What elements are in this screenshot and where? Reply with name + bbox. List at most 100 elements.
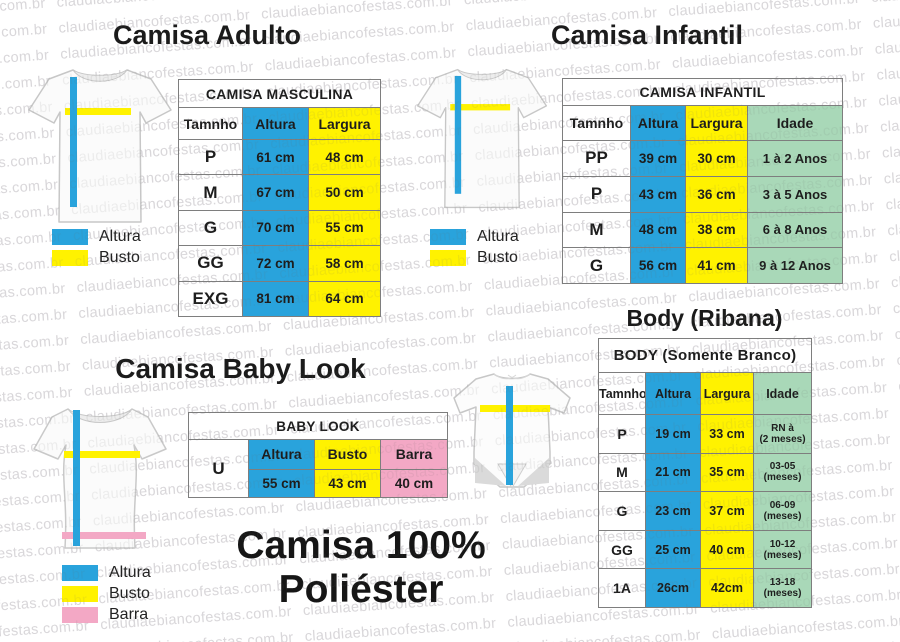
masculina-value-cell: 61 cm [242,138,309,176]
body-value-cell: 10-12 (meses) [752,529,813,570]
legend-item-altura: Altura [52,228,141,245]
body-col-header: Idade [752,372,813,415]
body-value-cell: 42cm [700,568,754,608]
masculina-size-cell: GG [178,245,243,282]
busto-color-swatch [430,249,466,266]
body-value-cell: 37 cm [700,491,754,531]
babylook-value-cell: 40 cm [379,468,449,499]
infantil-section-title: Camisa Infantil [550,20,744,50]
table-row: GG 25 cm 40 cm 10-12 (meses) [598,529,813,570]
babylook-legend: Altura Busto Barra [62,564,151,627]
legend-label: Busto [109,584,150,602]
body-value-cell: 23 cm [645,491,701,531]
body-size-cell: 1A [598,568,646,608]
masculina-size-cell: G [178,209,243,247]
infantil-value-cell: 41 cm [685,247,748,284]
masculina-size-table: CAMISA MASCULINA Tamnho Altura Largura P 61 c… [177,79,382,318]
table-row: M 21 cm 35 cm 03-05 (meses) [598,452,813,493]
body-value-cell: 33 cm [700,414,754,454]
adult-section-title: Camisa Adulto [112,20,302,50]
masculina-size-cell: M [178,174,243,211]
infantil-value-cell: 6 à 8 Anos [746,211,844,249]
masculina-col-header: Altura [242,107,309,140]
infantil-col-header: Tamnho [562,105,631,141]
material-text-line2: Poliéster [278,568,444,611]
legend-label: Barra [109,605,149,623]
masculina-size-cell: EXG [178,280,243,318]
masculina-value-cell: 72 cm [242,245,309,282]
legend-label: Busto [477,248,518,266]
masculina-size-cell: P [178,138,243,176]
legend-label: Altura [99,227,141,245]
masculina-value-cell: 70 cm [242,209,309,247]
table-row: PP 39 cm 30 cm 1 à 2 Anos [562,140,844,177]
altura-color-swatch [430,228,466,245]
body-value-cell: 25 cm [645,529,701,570]
infantil-table-title: CAMISA INFANTIL [561,78,844,106]
babylook-size-table: BABY LOOK U Altura Busto Barra 55 cm 43 … [187,412,449,499]
table-row: EXG 81 cm 64 cm [178,280,382,318]
body-section-title: Body (Ribana) [626,305,783,331]
table-row: GG 72 cm 58 cm [178,245,382,282]
masculina-table-title: CAMISA MASCULINA [177,79,382,108]
babylook-value-cell: 55 cm [248,468,315,499]
legend-label: Altura [109,563,151,581]
body-size-table: BODY (Somente Branco) Tamnho Altura Largura… [597,338,813,608]
infantil-size-cell: PP [562,140,631,177]
infantil-value-cell: 30 cm [685,140,748,177]
material-text-line1: Camisa 100% [236,524,486,567]
infantil-size-table: CAMISA INFANTIL Tamnho Altura Largura Idade P… [561,78,844,284]
masculina-value-cell: 58 cm [307,245,382,282]
body-size-cell: P [598,414,646,454]
altura-color-swatch [62,564,98,581]
body-value-cell: 40 cm [700,529,754,570]
infantil-size-cell: M [562,211,631,249]
legend-label: Altura [477,227,519,245]
infantil-col-header: Altura [630,105,686,141]
infantil-col-header: Idade [746,105,844,141]
legend-item-busto: Busto [430,249,519,266]
altura-line [506,386,513,485]
table-row: G 23 cm 37 cm 06-09 (meses) [598,491,813,531]
infantil-value-cell: 56 cm [630,247,686,284]
infantil-value-cell: 38 cm [685,211,748,249]
body-size-cell: M [598,452,646,493]
legend-item-altura: Altura [430,228,519,245]
largura-line [480,405,550,412]
table-row: M 67 cm 50 cm [178,174,382,211]
body-table-title: BODY (Somente Branco) [597,338,813,373]
adult-shirt-image [28,69,172,223]
busto-color-swatch [52,249,88,266]
babylook-col-header: Barra [379,439,449,470]
body-size-cell: GG [598,529,646,570]
masculina-value-cell: 50 cm [307,174,382,211]
table-row: 55 cm 43 cm 40 cm [189,468,449,499]
legend-item-busto: Busto [52,249,141,266]
masculina-value-cell: 64 cm [307,280,382,318]
barra-line [62,532,146,539]
babylook-value-cell: 43 cm [314,468,381,499]
adult-legend: Altura Busto [52,228,141,270]
altura-color-swatch [52,228,88,245]
body-value-cell: 06-09 (meses) [752,491,813,531]
body-value-cell: 13-18 (meses) [752,568,813,608]
barra-color-swatch [62,606,98,623]
body-col-header: Altura [645,372,701,415]
babylook-col-header: Altura [248,439,315,470]
masculina-col-header: Tamnho [178,107,243,140]
infantil-value-cell: 36 cm [685,175,748,213]
body-value-cell: 03-05 (meses) [752,452,813,493]
babylook-section-title: Camisa Baby Look [115,353,366,384]
busto-color-swatch [62,585,98,602]
table-row: P 19 cm 33 cm RN à (2 meses) [598,414,813,454]
infantil-value-cell: 43 cm [630,175,686,213]
legend-item-altura: Altura [62,564,151,581]
body-value-cell: 26cm [645,568,701,608]
legend-label: Busto [99,248,140,266]
infantil-value-cell: 39 cm [630,140,686,177]
table-row: G 56 cm 41 cm 9 à 12 Anos [562,247,844,284]
infantil-legend: Altura Busto [430,228,519,270]
body-value-cell: RN à (2 meses) [752,414,813,454]
infantil-value-cell: 1 à 2 Anos [746,140,844,177]
busto-line [64,451,140,458]
